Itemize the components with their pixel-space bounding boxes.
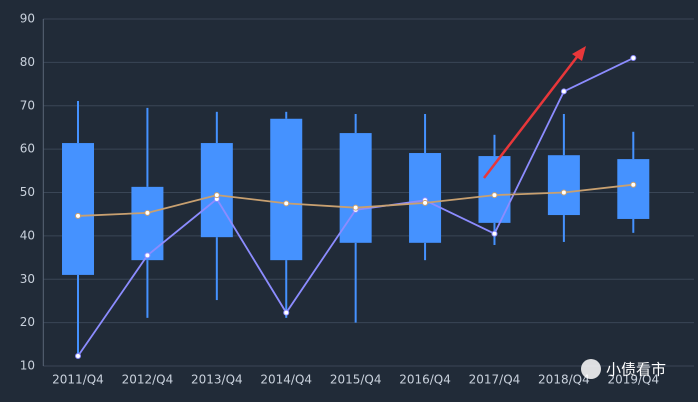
x-tick-label: 2015/Q4 (330, 373, 382, 387)
x-tick-label: 2017/Q4 (469, 373, 521, 387)
box (131, 186, 164, 261)
y-tick-label: 40 (20, 228, 35, 242)
x-tick-label: 2011/Q4 (52, 373, 104, 387)
line-point (491, 192, 498, 199)
y-tick-label: 90 (20, 12, 35, 26)
arrow-shaft (483, 52, 581, 179)
line-point (560, 88, 567, 95)
y-tick-label: 70 (20, 98, 35, 112)
line-point (144, 252, 151, 259)
trend-arrow (483, 46, 586, 179)
box (547, 155, 580, 216)
y-tick-label: 30 (20, 272, 35, 286)
box (62, 143, 95, 275)
plot-area: 10 20 30 40 50 60 70 80 90 2011/Q4 2012/Q4 2013/Q4 2… (20, 12, 694, 387)
watermark-icon (581, 359, 601, 379)
line-point (352, 204, 359, 211)
y-tick-label: 60 (20, 142, 35, 156)
x-tick-label: 2018/Q4 (538, 373, 590, 387)
line-point (560, 189, 567, 196)
x-tick-label: 2016/Q4 (399, 373, 451, 387)
x-tick-label: 2013/Q4 (191, 373, 243, 387)
line-point (422, 199, 429, 206)
line-point (213, 192, 220, 199)
line-point (630, 181, 637, 188)
line-point (630, 55, 637, 62)
line-point (283, 309, 290, 316)
y-tick-label: 20 (20, 315, 35, 329)
y-tick-label: 50 (20, 185, 35, 199)
y-tick-label: 10 (20, 359, 35, 373)
box (200, 143, 233, 238)
box (617, 159, 650, 219)
arrow-head (572, 46, 586, 61)
line-point (491, 230, 498, 237)
y-tick-label: 80 (20, 55, 35, 69)
line-point (283, 200, 290, 207)
x-tick-label: 2014/Q4 (260, 373, 312, 387)
watermark: 小债看市 (581, 359, 666, 379)
x-tick-label: 2019/Q4 (607, 373, 659, 387)
box (270, 118, 303, 261)
line-point (75, 212, 82, 219)
line-point (75, 353, 82, 360)
watermark-text: 小债看市 (606, 361, 666, 379)
x-tick-label: 2012/Q4 (122, 373, 174, 387)
line-point (144, 209, 151, 216)
